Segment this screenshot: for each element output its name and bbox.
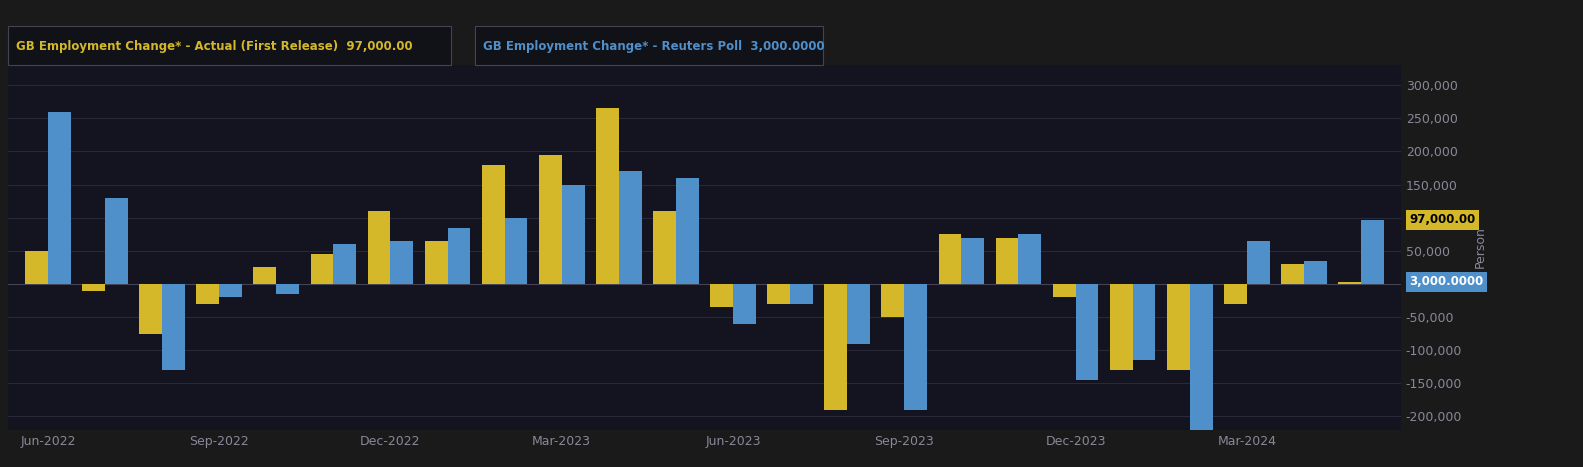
Bar <box>996 238 1018 284</box>
Bar <box>505 218 527 284</box>
Bar <box>277 284 299 294</box>
Bar <box>448 227 470 284</box>
Bar <box>196 284 218 304</box>
Bar <box>847 284 871 344</box>
Bar <box>733 284 755 324</box>
Bar <box>1018 234 1042 284</box>
Y-axis label: Person: Person <box>1474 226 1486 269</box>
Bar <box>538 155 562 284</box>
Bar <box>939 234 961 284</box>
Bar <box>768 284 790 304</box>
Bar <box>1247 241 1270 284</box>
Bar <box>218 284 242 297</box>
Bar <box>961 238 985 284</box>
Bar <box>1224 284 1247 304</box>
Bar <box>1132 284 1156 360</box>
Bar <box>654 211 676 284</box>
Bar <box>1190 284 1213 430</box>
Bar <box>1361 219 1384 284</box>
Text: GB Employment Change* - Actual (First Release)  97,000.00: GB Employment Change* - Actual (First Re… <box>16 40 413 53</box>
Bar <box>1338 282 1361 284</box>
Bar <box>1304 261 1327 284</box>
Bar <box>1075 284 1099 380</box>
Bar <box>1281 264 1304 284</box>
Bar <box>334 244 356 284</box>
Bar <box>711 284 733 307</box>
Bar <box>367 211 391 284</box>
Bar <box>790 284 814 304</box>
Bar <box>424 241 448 284</box>
Bar <box>104 198 128 284</box>
Bar <box>619 171 641 284</box>
Bar <box>904 284 928 410</box>
Text: GB Employment Change* - Reuters Poll  3,000.0000: GB Employment Change* - Reuters Poll 3,0… <box>483 40 825 53</box>
Bar <box>825 284 847 410</box>
Bar <box>82 284 104 290</box>
Bar <box>310 254 334 284</box>
Text: 97,000.00: 97,000.00 <box>1409 213 1475 226</box>
Bar <box>676 178 698 284</box>
Bar <box>481 165 505 284</box>
Bar <box>25 251 47 284</box>
Bar <box>595 108 619 284</box>
Bar <box>882 284 904 317</box>
Bar <box>253 268 277 284</box>
Bar <box>139 284 161 333</box>
Bar <box>391 241 413 284</box>
Bar <box>1110 284 1132 370</box>
Bar <box>1053 284 1075 297</box>
Bar <box>562 184 584 284</box>
Bar <box>47 112 71 284</box>
Text: 3,000.0000: 3,000.0000 <box>1409 276 1483 289</box>
Bar <box>161 284 185 370</box>
Bar <box>1167 284 1190 370</box>
